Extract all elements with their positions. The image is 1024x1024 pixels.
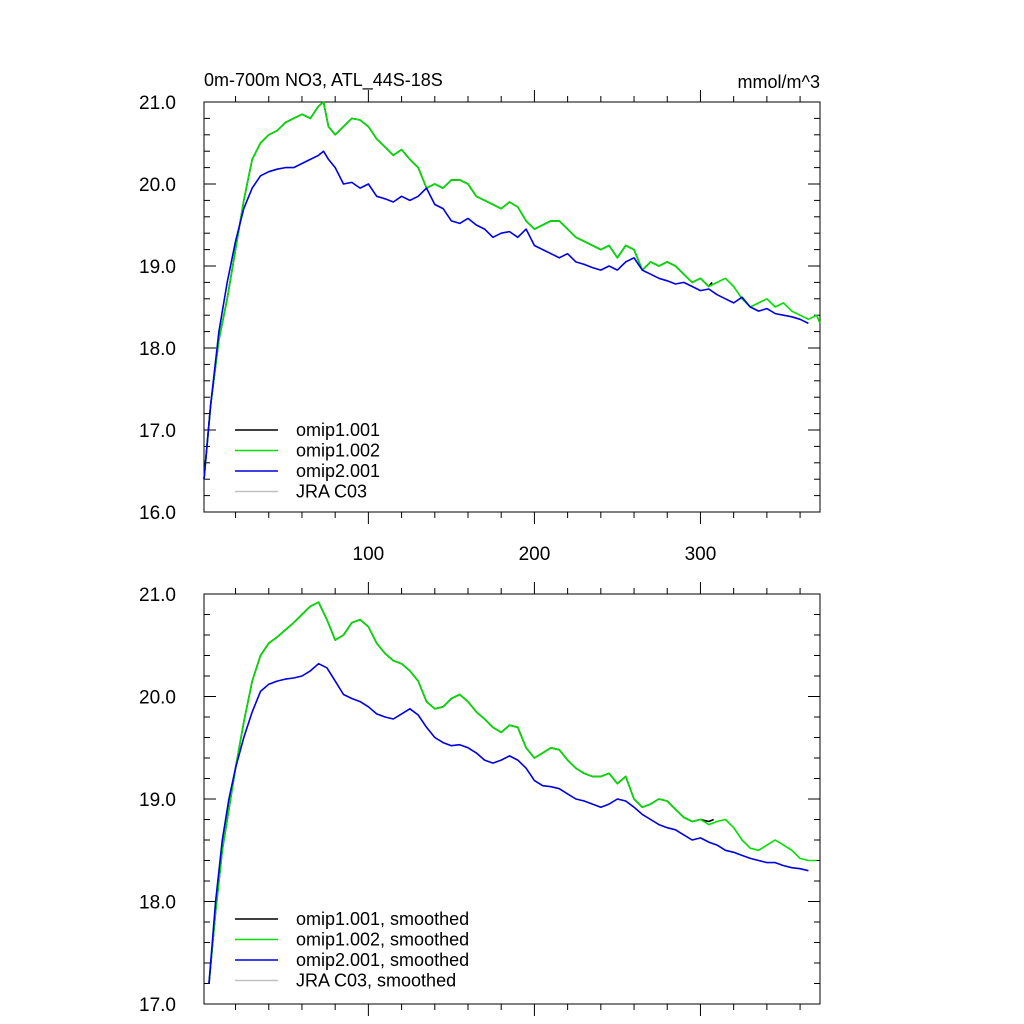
series-lines-bottom [208,601,817,984]
series-line-2 [208,662,809,984]
y-tick-label: 18.0 [139,339,176,360]
legend-label: omip2.001 [296,461,380,481]
legend-label: omip1.002, smoothed [296,930,469,950]
y-tick-label: 18.0 [139,893,176,914]
y-tick-label: 21.0 [139,585,176,606]
y-tick-label: 19.0 [139,257,176,278]
legend-label: JRA C03, smoothed [296,971,456,991]
legend-label: omip1.001, smoothed [296,909,469,929]
legend-label: omip2.001, smoothed [296,950,469,970]
chart-title: 0m-700m NO3, ATL_44S-18S [204,70,443,91]
x-tick-label: 300 [685,544,717,565]
plot-frame-top [203,101,821,513]
y-tick-label: 16.0 [139,503,176,524]
x-tick-label: 100 [353,544,385,565]
x-tick-label: 200 [519,544,551,565]
y-tick-label: 17.0 [139,995,176,1016]
series-line-1 [208,601,817,984]
series-lines-top [203,101,821,480]
axis-ticks-bottom: 17.0 18.0 19.0 20.0 21.0 [139,582,820,1016]
axis-ticks-top: 16.0 17.0 18.0 19.0 20.0 21.0 100 200 300 [139,90,820,565]
legend-label: omip1.001 [296,420,380,440]
y-tick-label: 17.0 [139,421,176,442]
y-tick-label: 21.0 [139,93,176,114]
legend-label: JRA C03 [296,482,367,502]
legend-label: omip1.002 [296,441,380,461]
series-line-0 [203,101,713,480]
series-line-1 [203,101,821,480]
series-line-2 [203,150,809,480]
y-tick-label: 19.0 [139,790,176,811]
panel-top: 0m-700m NO3, ATL_44S-18S mmol/m^3 16.0 17… [139,70,821,565]
units-label: mmol/m^3 [738,72,820,92]
panel-bottom: 17.0 18.0 19.0 20.0 21.0 omip1.001, smoothed… [139,582,821,1016]
y-tick-label: 20.0 [139,175,176,196]
y-tick-label: 20.0 [139,688,176,709]
